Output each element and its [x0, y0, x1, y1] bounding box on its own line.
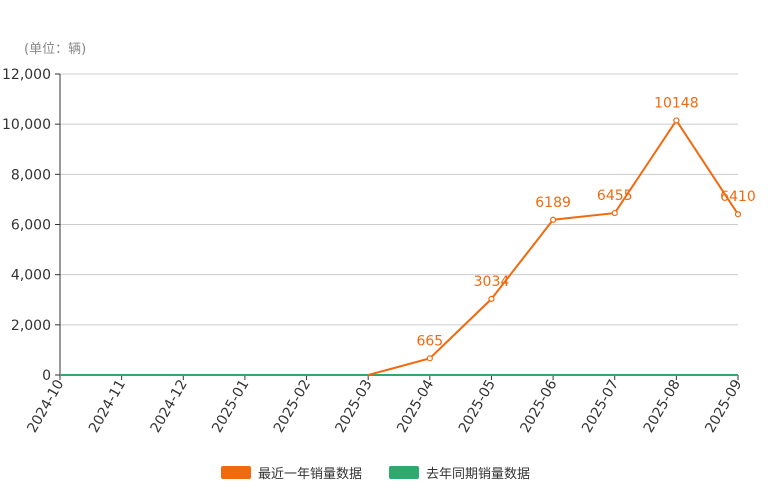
legend-swatch — [221, 466, 251, 479]
y-tick-label: 8,000 — [11, 167, 51, 183]
legend[interactable]: 最近一年销量数据 去年同期销量数据 — [221, 466, 530, 482]
legend-label: 最近一年销量数据 — [258, 467, 362, 482]
data-point — [549, 216, 557, 223]
x-tick-label: 2025-03 — [333, 377, 376, 436]
data-label: 3034 — [474, 274, 510, 290]
data-label: 6455 — [597, 188, 633, 204]
y-tick-label: 12,000 — [2, 67, 51, 83]
series-layer: 665 3034 6189 6455 10148 6410 — [60, 95, 756, 376]
data-label: 665 — [416, 333, 443, 349]
unit-label: (单位：辆) — [24, 42, 86, 57]
grid-lines — [60, 73, 738, 326]
data-point — [488, 295, 495, 302]
data-label: 6410 — [720, 189, 756, 205]
x-tick-label: 2025-05 — [456, 377, 499, 436]
x-tick-label: 2025-09 — [702, 377, 745, 436]
x-tick-label: 2024-10 — [24, 377, 67, 436]
x-tick-label: 2025-08 — [641, 377, 684, 436]
x-axis: 2024-10 2024-11 2024-12 2025-01 2025-02 2025-… — [24, 374, 745, 436]
y-tick-label: 4,000 — [11, 268, 51, 284]
legend-item[interactable]: 去年同期销量数据 — [389, 466, 530, 482]
y-tick-label: 0 — [42, 368, 51, 384]
y-tick-label: 2,000 — [11, 318, 51, 334]
data-point — [734, 211, 742, 218]
data-label: 6189 — [535, 195, 571, 211]
data-point — [426, 355, 433, 362]
x-tick-label: 2025-01 — [209, 377, 252, 436]
x-tick-label: 2025-06 — [517, 377, 560, 436]
y-tick-label: 10,000 — [2, 117, 51, 133]
x-tick-label: 2025-02 — [271, 377, 314, 436]
legend-swatch — [389, 466, 419, 479]
legend-label: 去年同期销量数据 — [426, 467, 530, 482]
y-axis: 0 2,000 4,000 6,000 8,000 10,000 12,000 — [2, 67, 61, 384]
data-point — [611, 209, 618, 217]
legend-item[interactable]: 最近一年销量数据 — [221, 466, 362, 482]
y-tick-label: 6,000 — [11, 218, 51, 234]
x-tick-label: 2025-04 — [394, 377, 437, 436]
data-label: 10148 — [654, 95, 699, 111]
x-tick-label: 2025-07 — [579, 377, 622, 436]
x-tick-label: 2024-12 — [148, 377, 191, 436]
x-tick-label: 2024-11 — [86, 377, 129, 436]
data-point — [673, 117, 680, 124]
